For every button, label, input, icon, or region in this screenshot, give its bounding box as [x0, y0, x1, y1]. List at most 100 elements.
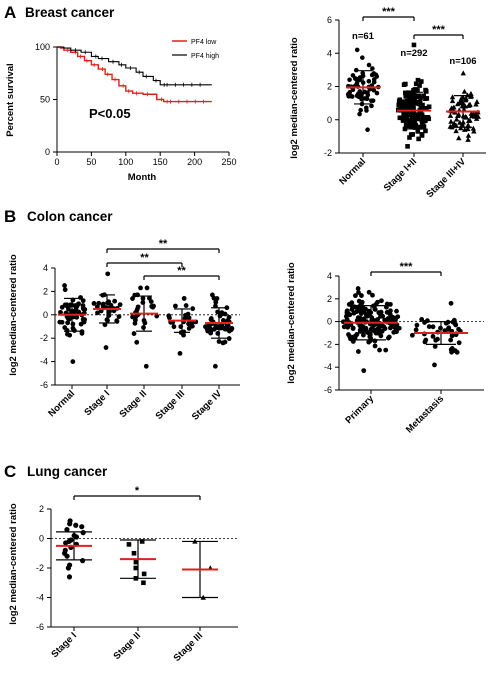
breast-point [402, 117, 408, 123]
colon-metastasis-point [359, 293, 364, 298]
colon-metastasis-point [350, 325, 356, 331]
colon-stage-point [188, 323, 194, 329]
breast-point [364, 108, 369, 113]
breast-y-tick-label: 6 [327, 15, 332, 25]
breast-point [469, 113, 475, 119]
colon-metastasis-point [409, 332, 415, 338]
breast-point [366, 62, 372, 68]
lung-y-tick-label: 0 [39, 534, 44, 544]
lung-y-label: log2 median-centered ratio [8, 503, 19, 625]
breast-point [467, 101, 473, 107]
breast-point [463, 95, 469, 101]
breast-point [412, 125, 418, 130]
colon-stage-point [65, 331, 70, 337]
colon-stage-point [65, 320, 71, 326]
breast-point [421, 93, 426, 99]
breast-point [346, 93, 352, 99]
breast-point [403, 123, 409, 128]
survival-x-tick-label: 250 [221, 157, 236, 167]
colon-metastasis-point [442, 328, 448, 334]
colon-stage-point [226, 336, 232, 341]
colon-metastasis-point [372, 343, 378, 349]
colon-metastasis-point [355, 286, 361, 291]
breast-point [405, 93, 410, 98]
breast-point [347, 90, 353, 95]
colon-stage-point [216, 339, 222, 344]
colon-metastasis-point [388, 308, 393, 314]
colon-stage-y-tick-label: 0 [43, 310, 48, 320]
breast-point [412, 97, 418, 102]
colon-metastasis-point [351, 310, 357, 316]
breast-point [354, 80, 360, 86]
colon-metastasis-point [349, 307, 355, 312]
breast-point [357, 77, 363, 83]
colon-metastasis-point [350, 334, 356, 340]
colon-metastasis-point [377, 329, 383, 335]
breast-point [365, 92, 371, 98]
breast-point [465, 132, 472, 138]
breast-point [404, 101, 409, 107]
colon-stage-point [81, 306, 87, 312]
colon-metastasis-point [446, 325, 452, 331]
colon-stage-point [74, 303, 80, 309]
survival-legend: PF4 low PF4 high [172, 39, 219, 60]
breast-point [371, 87, 377, 93]
panel-label-c: C [4, 462, 16, 481]
breast-y-tick-label: 2 [327, 82, 332, 92]
colon-stage-y-tick-label: 4 [43, 263, 48, 273]
colon-stage-y-tick-label: -6 [40, 380, 48, 390]
colon-metastasis-point [378, 333, 384, 339]
breast-point [415, 116, 421, 121]
colon-stage-point [91, 301, 97, 306]
colon-metastasis-point [383, 347, 389, 353]
breast-point [374, 90, 380, 96]
breast-point [472, 111, 479, 117]
lung-point [64, 527, 70, 533]
colon-metastasis-point [370, 292, 375, 298]
breast-point [403, 81, 408, 87]
breast-point [474, 99, 480, 105]
colon-stage-point [182, 315, 188, 321]
colon-metastasis-point [358, 308, 364, 314]
lung-point [79, 524, 85, 530]
colon-metastasis-point [365, 312, 371, 318]
breast-point [462, 103, 468, 109]
breast-point [374, 74, 380, 79]
colon-metastasis-point [449, 346, 455, 351]
breast-point [426, 104, 432, 110]
colon-metastasis-point [394, 308, 399, 314]
breast-point [409, 94, 415, 100]
colon-stage-point [103, 345, 109, 350]
breast-point [370, 66, 375, 71]
breast-point [349, 94, 355, 99]
colon-metastasis-point [355, 307, 361, 312]
lung-point [80, 558, 86, 564]
colon-stage-point [105, 271, 111, 277]
breast-point [473, 101, 479, 107]
colon-metastasis-point [355, 349, 361, 354]
colon-stage-point [171, 324, 177, 330]
colon-stage-point [210, 292, 215, 298]
colon-metastasis-point [432, 362, 437, 368]
colon-metastasis-point [448, 337, 454, 343]
breast-point [447, 112, 454, 118]
breast-point [401, 111, 406, 117]
colon-stage-point [81, 319, 87, 325]
colon-stage-point [112, 298, 118, 304]
colon-stage-point [116, 314, 122, 319]
breast-n-label: n=292 [400, 48, 427, 59]
colon-stage-point [219, 311, 224, 317]
breast-point [400, 99, 405, 105]
breast-point [369, 103, 374, 109]
lung-significance-label: * [135, 485, 140, 497]
breast-point [407, 112, 412, 118]
colon-metastasis-point [456, 340, 462, 346]
colon-stage-point [166, 313, 172, 319]
colon-stage-point [100, 303, 106, 309]
lung-y-tick-label: -6 [36, 622, 44, 632]
survival-x-tick-label: 200 [187, 157, 202, 167]
colon-stage-scatter: log2 median-centered ratio -6 -4 -2 0 2 4 Norm… [8, 238, 240, 423]
colon-stage-point [79, 329, 85, 335]
colon-metastasis-y-label: log2 median-centered ratio [286, 262, 297, 384]
colon-metastasis-point [454, 349, 460, 355]
